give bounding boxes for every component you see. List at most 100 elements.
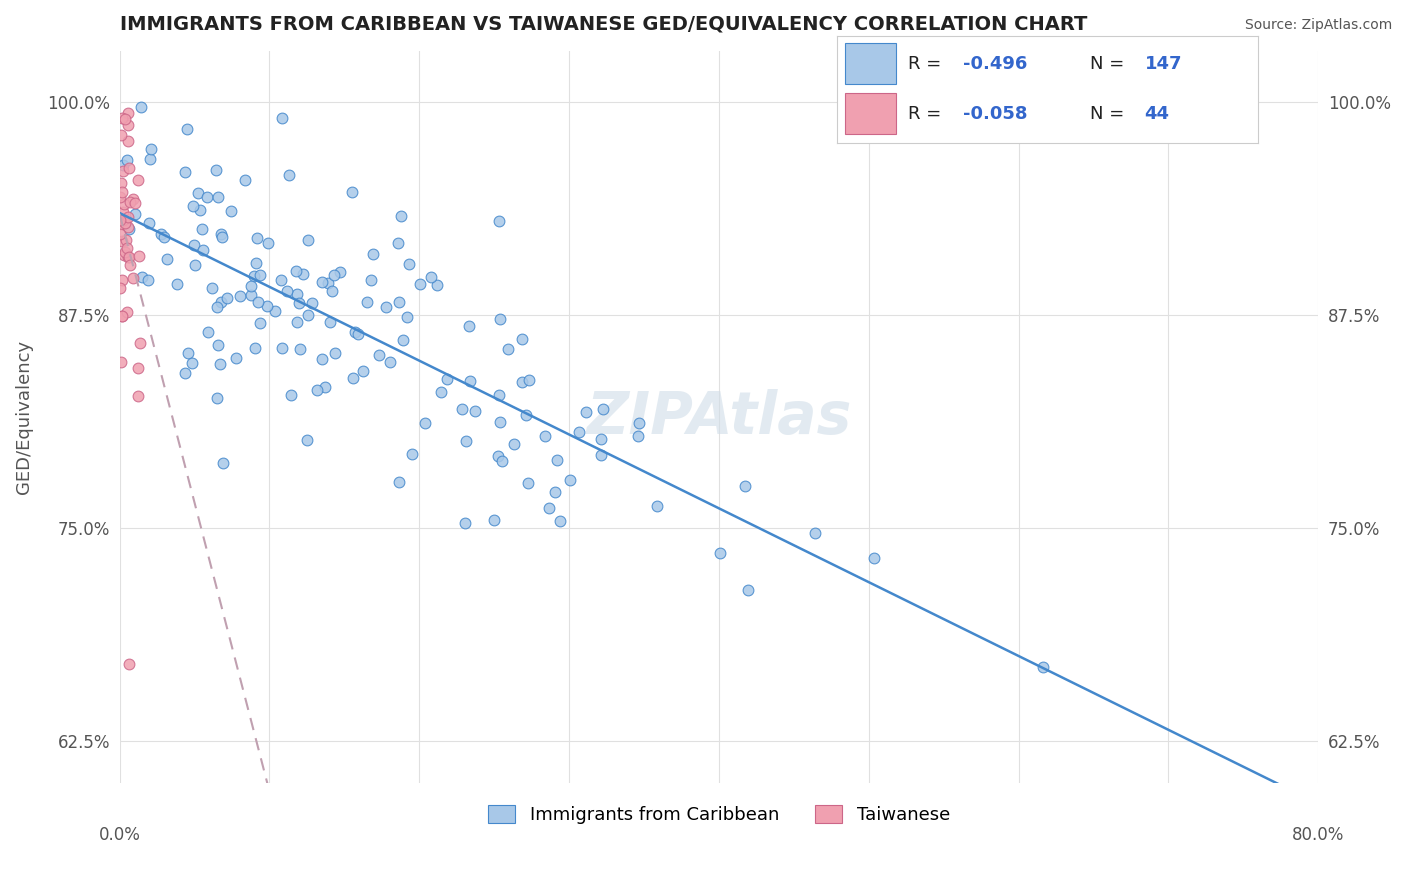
Point <box>454 516 477 530</box>
Text: IMMIGRANTS FROM CARIBBEAN VS TAIWANESE GED/EQUIVALENCY CORRELATION CHART: IMMIGRANTS FROM CARIBBEAN VS TAIWANESE G… <box>120 15 1087 34</box>
Point <box>270 341 292 355</box>
Text: 147: 147 <box>1144 54 1182 72</box>
Text: -0.058: -0.058 <box>963 105 1028 123</box>
Point <box>209 227 232 241</box>
Point <box>436 372 458 386</box>
Point <box>568 425 591 440</box>
Point <box>270 273 292 287</box>
Point <box>191 221 214 235</box>
Point <box>321 284 343 298</box>
Point <box>256 299 278 313</box>
Point <box>257 235 280 250</box>
Point <box>112 196 135 211</box>
Point <box>363 247 385 261</box>
Point <box>488 388 510 402</box>
Point <box>177 346 200 360</box>
Point <box>592 402 614 417</box>
Point <box>211 229 233 244</box>
Point <box>489 312 512 326</box>
Point <box>292 267 315 281</box>
Point <box>1032 660 1054 674</box>
Text: N =: N = <box>1090 105 1129 123</box>
Point <box>207 338 229 352</box>
Point <box>127 360 149 375</box>
Point <box>458 318 481 333</box>
Point <box>188 202 211 217</box>
Text: R =: R = <box>908 54 948 72</box>
Point <box>297 433 319 447</box>
Text: R =: R = <box>908 105 948 123</box>
Point <box>510 375 533 389</box>
Point <box>264 303 287 318</box>
Point <box>118 161 141 175</box>
Point <box>229 289 252 303</box>
Point <box>454 434 477 449</box>
Point <box>186 186 208 200</box>
Point <box>388 295 411 310</box>
Point <box>129 100 152 114</box>
Point <box>323 345 346 359</box>
Point <box>117 210 139 224</box>
Point <box>380 355 402 369</box>
Point <box>343 325 366 339</box>
Point <box>139 153 162 167</box>
Text: 0.0%: 0.0% <box>98 826 141 844</box>
Point <box>117 134 139 148</box>
Point <box>111 309 134 323</box>
Point <box>352 364 374 378</box>
Point <box>128 335 150 350</box>
Y-axis label: GED/Equivalency: GED/Equivalency <box>15 340 32 494</box>
Point <box>138 216 160 230</box>
Point <box>543 484 565 499</box>
Point <box>118 250 141 264</box>
Point <box>117 250 139 264</box>
FancyBboxPatch shape <box>845 94 896 134</box>
Point <box>124 207 146 221</box>
Point <box>108 190 131 204</box>
Point <box>388 475 411 490</box>
Point <box>278 169 301 183</box>
Point <box>156 252 179 267</box>
Point <box>489 415 512 429</box>
Point <box>246 231 269 245</box>
Point <box>342 371 364 385</box>
Point <box>347 326 370 341</box>
Point <box>219 204 242 219</box>
Point <box>117 118 139 132</box>
Point <box>209 357 232 371</box>
Point <box>322 268 344 282</box>
Point <box>419 269 441 284</box>
Point <box>398 257 420 271</box>
Point <box>114 245 136 260</box>
Point <box>242 268 264 283</box>
Point <box>181 199 204 213</box>
Point <box>201 280 224 294</box>
Point <box>329 264 352 278</box>
Point <box>111 204 134 219</box>
Point <box>128 249 150 263</box>
Point <box>297 233 319 247</box>
Point <box>176 121 198 136</box>
Point <box>183 258 205 272</box>
Point <box>115 153 138 167</box>
Point <box>152 230 174 244</box>
Point <box>245 256 267 270</box>
Point <box>340 185 363 199</box>
Point <box>174 366 197 380</box>
Point <box>111 234 134 248</box>
Point <box>118 194 141 209</box>
Point <box>207 190 229 204</box>
Point <box>862 551 884 566</box>
Point <box>110 128 132 143</box>
Point <box>110 281 132 295</box>
Point <box>645 499 668 513</box>
Point <box>804 525 827 540</box>
Point <box>709 546 731 560</box>
Point <box>108 213 131 227</box>
Point <box>628 416 651 430</box>
Point <box>197 325 219 339</box>
Point <box>491 454 513 468</box>
Point <box>117 106 139 120</box>
Point <box>546 453 568 467</box>
Point <box>451 402 474 417</box>
